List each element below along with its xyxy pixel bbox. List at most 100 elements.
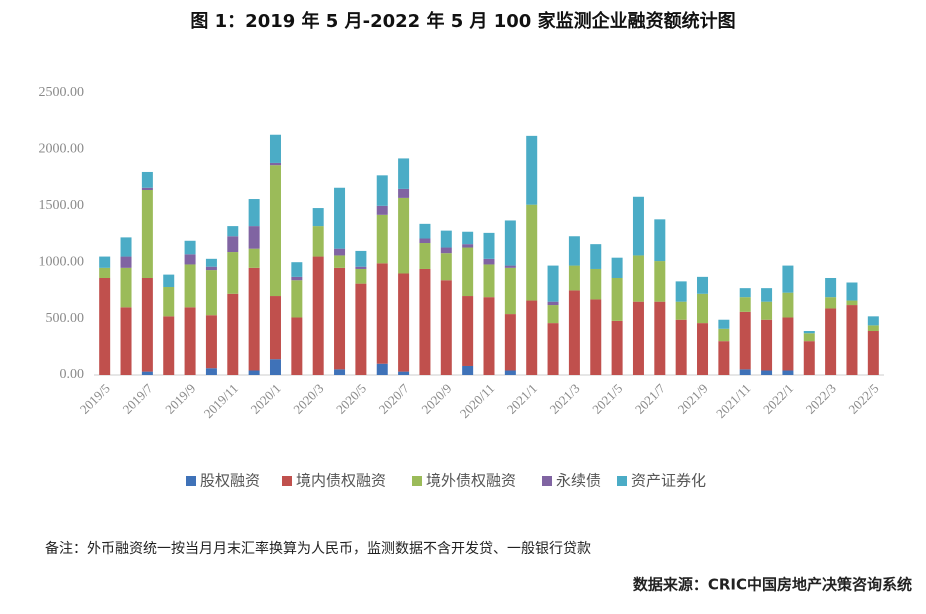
bar-segment	[526, 204, 538, 301]
x-tick-label: 2022/3	[803, 381, 839, 417]
bar-segment	[547, 323, 559, 375]
bar-segment	[846, 305, 858, 375]
bar-segment	[547, 301, 559, 306]
bar-segment	[398, 197, 410, 274]
x-tick-label: 2021/11	[713, 381, 753, 421]
bar-segment	[803, 341, 815, 375]
bar-segment	[248, 370, 260, 375]
bar-segment	[718, 328, 730, 342]
x-tick-label: 2020/3	[290, 381, 326, 417]
legend-swatch	[412, 476, 422, 486]
x-tick-label: 2020/9	[418, 381, 454, 417]
bar-segment	[547, 265, 559, 302]
bar-segment	[120, 267, 132, 308]
x-tick-label: 2020/5	[333, 381, 369, 417]
x-tick-label: 2021/3	[546, 381, 582, 417]
bar-segment	[248, 248, 260, 268]
x-tick-label: 2021/1	[504, 381, 540, 417]
bar-segment	[462, 296, 474, 366]
bar-segment	[269, 134, 281, 163]
bar-segment	[205, 368, 217, 375]
bar-segment	[739, 369, 751, 375]
bar-segment	[739, 297, 751, 312]
x-tick-label: 2022/1	[760, 381, 796, 417]
bar-segment	[291, 262, 303, 277]
bar-segment	[248, 226, 260, 249]
bar-segment	[120, 256, 132, 268]
y-tick-label: 1000.00	[39, 254, 85, 269]
bar-segment	[120, 307, 132, 375]
legend-label: 境外债权融资	[426, 472, 516, 490]
bar-segment	[697, 293, 709, 324]
bar-segment	[632, 255, 644, 302]
bar-segment	[440, 247, 452, 254]
legend-label: 境内债权融资	[296, 472, 386, 490]
source: 数据来源：CRIC中国房地产决策咨询系统	[633, 576, 912, 594]
bar-segment	[205, 258, 217, 267]
bar-segment	[99, 256, 111, 268]
bar-segment	[163, 274, 175, 288]
x-tick-label: 2021/5	[589, 381, 625, 417]
bar-segment	[462, 365, 474, 375]
bar-segment	[526, 135, 538, 205]
bar-segment	[803, 333, 815, 342]
bar-segment	[163, 287, 175, 317]
bar-segment	[675, 281, 687, 302]
bar-segment	[440, 253, 452, 281]
bar-segment	[483, 258, 495, 265]
chart-title: 图 1：2019 年 5 月-2022 年 5 月 100 家监测企业融资额统计…	[190, 10, 735, 32]
bar-segment	[611, 320, 623, 375]
bar-segment	[825, 308, 837, 375]
note: 备注：外币融资统一按当月月末汇率换算为人民币，监测数据不含开发贷、一般银行贷款	[45, 540, 591, 557]
bar-segment	[398, 158, 410, 189]
x-tick-label: 2022/5	[845, 381, 881, 417]
bar-segment	[803, 331, 815, 334]
bar-segment	[355, 266, 367, 269]
bar-segment	[590, 268, 602, 300]
bar-segment	[462, 244, 474, 248]
bar-segment	[718, 319, 730, 329]
bar-segment	[568, 265, 580, 291]
x-tick-label: 2020/1	[248, 381, 284, 417]
bar-segment	[611, 277, 623, 321]
legend-label: 永续债	[556, 472, 601, 490]
bar-segment	[184, 254, 196, 265]
x-tick-label: 2019/11	[201, 381, 241, 421]
bar-segment	[334, 248, 346, 256]
bar-segment	[141, 187, 153, 191]
bar-segment	[376, 214, 388, 264]
y-tick-label: 2500.00	[39, 85, 85, 100]
bar-segment	[504, 265, 516, 268]
bar-segment	[291, 280, 303, 318]
legend-label: 资产证券化	[631, 472, 706, 490]
bar-segment	[312, 226, 324, 257]
x-tick-label: 2020/7	[376, 380, 412, 416]
bar-segment	[782, 370, 794, 375]
bar-segment	[227, 236, 239, 253]
bar-segment	[376, 175, 388, 206]
x-tick-label: 2021/7	[632, 380, 668, 416]
bar-segment	[568, 236, 580, 266]
bar-segment	[227, 252, 239, 294]
bar-segment	[675, 319, 687, 375]
bar-segment	[462, 247, 474, 297]
bar-segment	[312, 208, 324, 227]
bar-segment	[99, 277, 111, 375]
bar-segment	[590, 244, 602, 269]
bar-segment	[269, 359, 281, 375]
bar-segment	[269, 162, 281, 166]
bar-segment	[184, 307, 196, 375]
bar-segment	[419, 223, 431, 239]
bar-segment	[654, 301, 666, 375]
bar-segment	[697, 276, 709, 294]
bar-segment	[355, 268, 367, 284]
bar-segment	[504, 314, 516, 371]
y-tick-label: 1500.00	[39, 198, 85, 213]
bar-segment	[504, 220, 516, 266]
bar-segment	[291, 276, 303, 281]
bar-segment	[782, 292, 794, 318]
bar-segment	[269, 296, 281, 360]
bar-segment	[867, 325, 879, 332]
bar-segment	[334, 267, 346, 370]
